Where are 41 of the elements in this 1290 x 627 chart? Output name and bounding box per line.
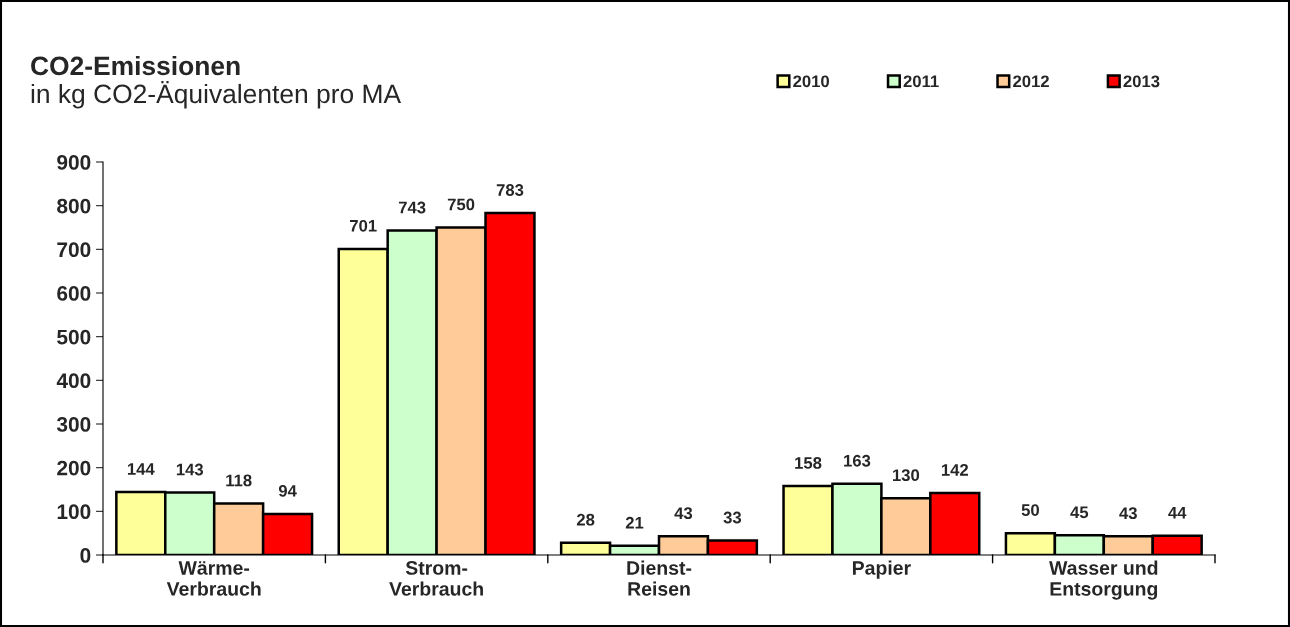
chart-title: CO2-Emissionen xyxy=(31,55,240,76)
data-label: 144 xyxy=(127,463,155,475)
data-label: 43 xyxy=(674,507,693,520)
x-tick-label: Wasser und Entsorgung xyxy=(1049,560,1158,600)
y-tick-label: 0 xyxy=(80,548,91,563)
y-tick-label: 900 xyxy=(57,155,91,170)
data-label: 701 xyxy=(350,219,377,232)
data-label: 158 xyxy=(795,457,822,469)
data-label: 43 xyxy=(1119,507,1137,520)
data-label: 94 xyxy=(278,484,297,497)
y-tick-label: 700 xyxy=(57,242,91,258)
data-label: 743 xyxy=(398,201,426,214)
y-tick-label: 600 xyxy=(57,286,91,301)
data-label: 33 xyxy=(723,511,742,524)
data-label: 143 xyxy=(176,463,204,476)
data-label: 21 xyxy=(625,516,644,529)
data-label: 45 xyxy=(1070,506,1089,519)
x-tick-label: Papier xyxy=(852,560,911,579)
data-label: 163 xyxy=(844,454,871,467)
y-tick-label: 500 xyxy=(57,329,91,345)
data-label: 28 xyxy=(576,513,595,526)
data-label: 783 xyxy=(496,184,524,196)
y-tick-label: 200 xyxy=(57,460,91,476)
legend-label: 2013 xyxy=(1123,75,1160,88)
data-label: 50 xyxy=(1021,504,1039,516)
data-label: 44 xyxy=(1168,506,1187,519)
x-tick-label: Strom- Verbrauch xyxy=(389,561,483,596)
chart-subtitle: in kg CO2-Äquivalenten pro MA xyxy=(31,80,402,109)
legend-label: 2011 xyxy=(903,75,939,88)
legend-label: 2010 xyxy=(793,75,830,88)
data-label: 142 xyxy=(941,464,969,476)
y-tick-label: 400 xyxy=(56,373,91,389)
data-label: 130 xyxy=(893,469,920,482)
data-label: 750 xyxy=(447,198,475,211)
data-label: 118 xyxy=(226,474,252,487)
x-tick-label: Dienst- Reisen xyxy=(627,560,692,596)
x-tick-label: Wärme- Verbrauch xyxy=(166,561,261,596)
y-tick-label: 100 xyxy=(57,504,91,520)
y-tick-label: 300 xyxy=(56,417,91,432)
legend-label: 2012 xyxy=(1013,75,1049,88)
y-tick-label: 800 xyxy=(57,198,91,214)
